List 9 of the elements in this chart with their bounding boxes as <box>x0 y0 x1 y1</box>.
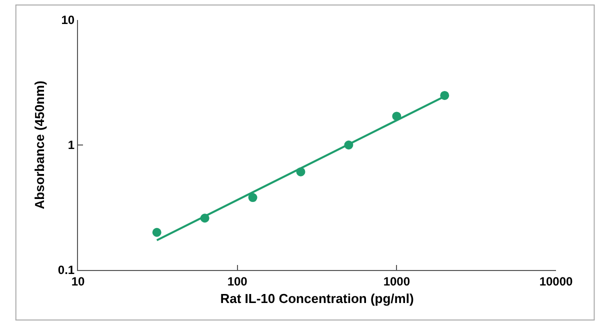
x-tick-label: 10000 <box>539 274 574 288</box>
x-tick-label: 1000 <box>383 274 410 288</box>
x-axis-title: Rat IL-10 Concentration (pg/ml) <box>220 291 414 306</box>
y-axis-title: Absorbance (450nm) <box>32 80 47 210</box>
y-tick-label: 10 <box>61 13 75 28</box>
point <box>152 228 162 237</box>
y-tick-label: 1 <box>68 138 75 152</box>
point <box>248 193 258 202</box>
x-tick-label: 100 <box>227 274 248 288</box>
